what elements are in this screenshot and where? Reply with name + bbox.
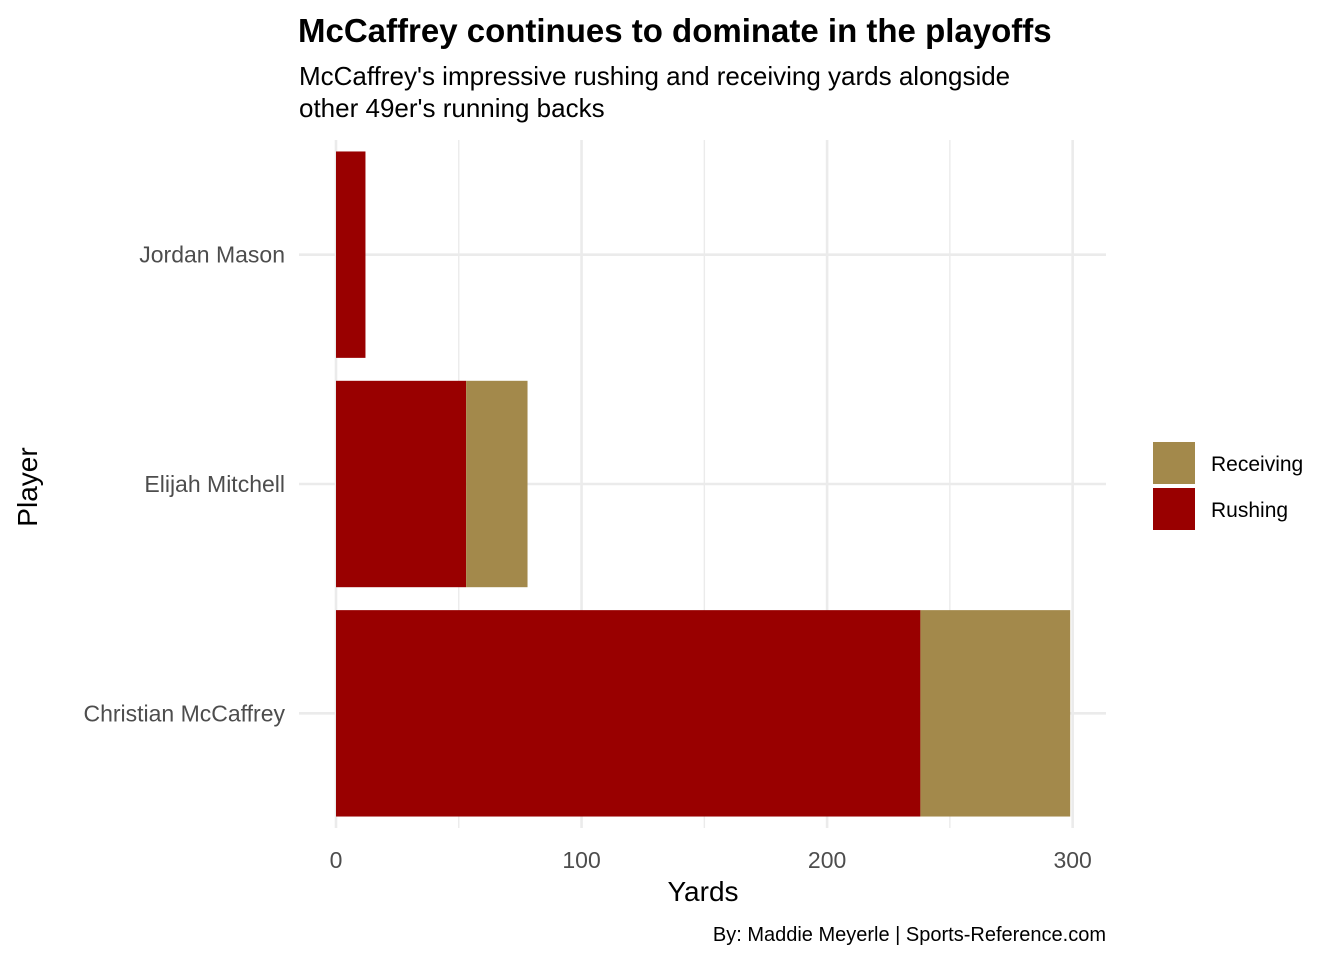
- x-axis-ticks: 0 100 200 300: [330, 847, 1092, 873]
- y-tick-label: Elijah Mitchell: [144, 471, 285, 497]
- chart-title: McCaffrey continues to dominate in the p…: [298, 12, 1052, 49]
- bar-rushing: [336, 380, 467, 588]
- chart-caption: By: Maddie Meyerle | Sports-Reference.co…: [713, 924, 1106, 946]
- y-axis-title: Player: [12, 447, 43, 526]
- chart-subtitle-line-1: McCaffrey's impressive rushing and recei…: [299, 61, 1010, 91]
- chart-subtitle-line-2: other 49er's running backs: [299, 93, 605, 123]
- bar-rushing: [336, 151, 366, 358]
- x-axis-title: Yards: [667, 876, 738, 907]
- legend: Receiving Rushing: [1153, 442, 1303, 530]
- legend-swatch-rushing: [1153, 488, 1195, 530]
- x-tick-label: 0: [330, 847, 343, 873]
- bars: [336, 151, 1071, 817]
- legend-label-receiving: Receiving: [1211, 453, 1303, 476]
- y-tick-label: Christian McCaffrey: [83, 700, 285, 726]
- x-tick-label: 200: [808, 847, 846, 873]
- bar-receiving: [466, 380, 528, 588]
- x-tick-label: 100: [562, 847, 600, 873]
- bar-receiving: [920, 610, 1071, 817]
- y-tick-label: Jordan Mason: [139, 242, 285, 268]
- legend-swatch-receiving: [1153, 442, 1195, 484]
- legend-label-rushing: Rushing: [1211, 499, 1288, 522]
- y-axis-ticks: Christian McCaffrey Elijah Mitchell Jordan…: [83, 242, 285, 727]
- bar-rushing: [336, 610, 921, 817]
- x-tick-label: 300: [1053, 847, 1091, 873]
